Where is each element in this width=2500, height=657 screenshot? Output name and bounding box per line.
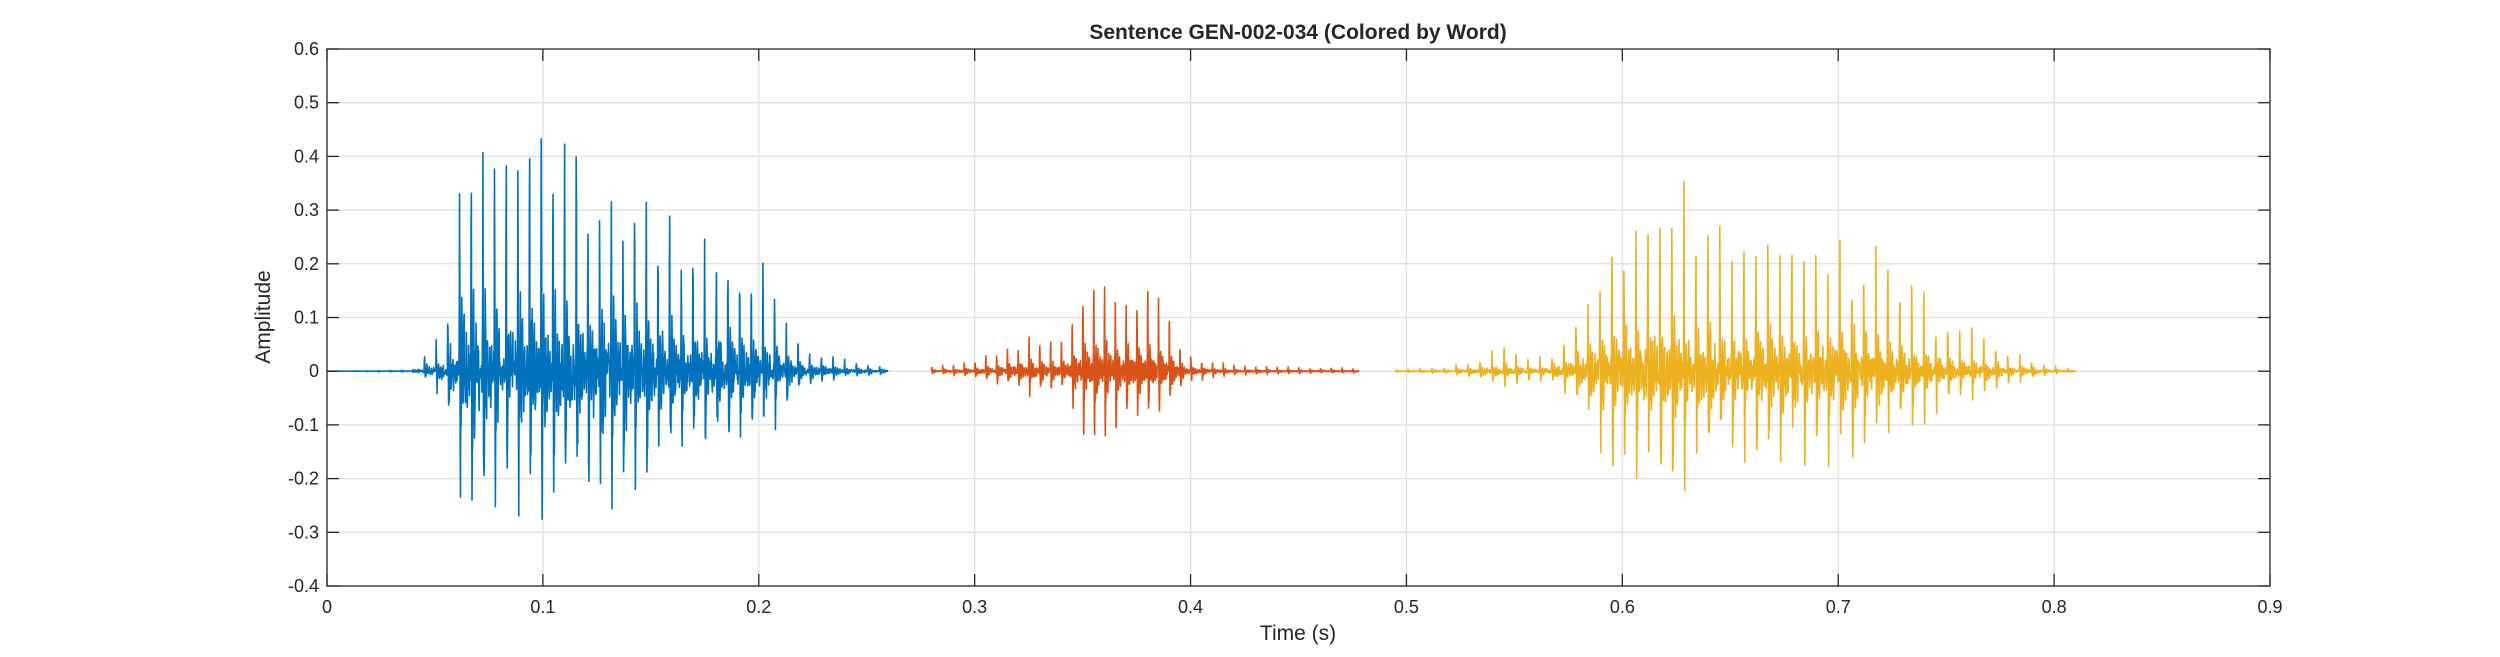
y-tick-label: 0.5 bbox=[294, 93, 319, 113]
x-tick-label: 0.2 bbox=[746, 597, 771, 617]
y-tick-label: 0 bbox=[309, 361, 319, 381]
y-tick-label: -0.2 bbox=[288, 469, 319, 489]
x-tick-label: 0.1 bbox=[530, 597, 555, 617]
y-tick-label: -0.1 bbox=[288, 415, 319, 435]
waveform-word-1 bbox=[326, 137, 889, 520]
y-tick-label: 0.4 bbox=[294, 146, 319, 166]
waveform-series bbox=[326, 137, 2077, 520]
x-tick-label: 0.3 bbox=[962, 597, 987, 617]
x-tick-label: 0.7 bbox=[1826, 597, 1851, 617]
waveform-word-2 bbox=[930, 286, 1360, 437]
y-tick-label: -0.4 bbox=[288, 576, 319, 596]
y-tick-label: 0.6 bbox=[294, 39, 319, 59]
y-tick-label: -0.3 bbox=[288, 522, 319, 542]
x-tick-label: 0.9 bbox=[2257, 597, 2282, 617]
y-tick-label: 0.2 bbox=[294, 254, 319, 274]
x-tick-label: 0.4 bbox=[1178, 597, 1203, 617]
waveform-word-3 bbox=[1394, 180, 2077, 491]
y-tick-label: 0.3 bbox=[294, 200, 319, 220]
x-tick-label: 0 bbox=[322, 597, 332, 617]
x-tick-label: 0.6 bbox=[1610, 597, 1635, 617]
chart-title: Sentence GEN-002-034 (Colored by Word) bbox=[1089, 21, 1506, 44]
y-tick-label: 0.1 bbox=[294, 308, 319, 328]
ticks: 0 0.1 0.2 0.3 0.4 0.5 0.6 0.7 0.8 0.9 -0.4 -0.3 -0.2… bbox=[288, 39, 2283, 617]
x-axis-label: Time (s) bbox=[1260, 622, 1336, 645]
x-tick-label: 0.8 bbox=[2042, 597, 2067, 617]
y-axis-label: Amplitude bbox=[252, 270, 275, 363]
x-tick-label: 0.5 bbox=[1394, 597, 1419, 617]
